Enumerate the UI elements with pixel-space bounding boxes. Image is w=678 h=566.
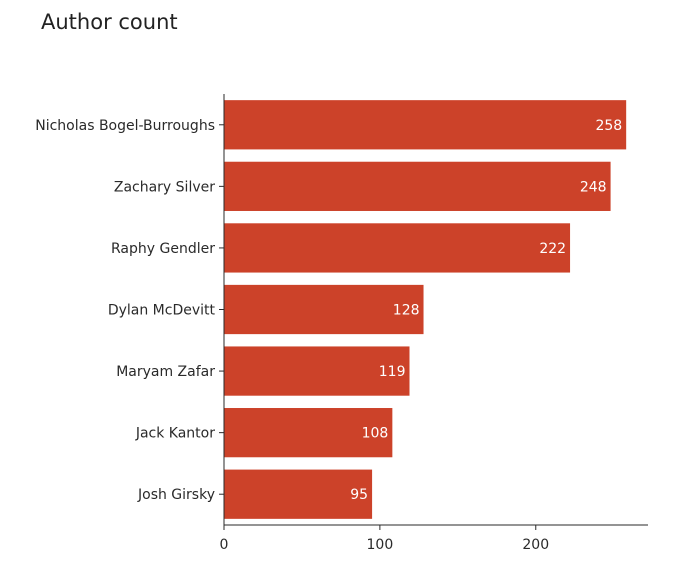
bar [224, 223, 571, 273]
bar-value-label: 95 [350, 487, 368, 503]
bar-value-label: 258 [595, 118, 622, 134]
y-tick-label: Zachary Silver [114, 179, 215, 195]
bar [224, 346, 410, 396]
bar-value-label: 248 [580, 179, 607, 195]
bar-value-label: 119 [379, 364, 406, 380]
bar-value-label: 222 [539, 241, 566, 257]
bar [224, 284, 424, 335]
y-tick-label: Dylan McDevitt [108, 303, 216, 319]
y-tick-label: Nicholas Bogel-Burroughs [35, 118, 215, 134]
x-tick-label: 200 [522, 537, 549, 553]
bar [224, 408, 393, 458]
y-tick-label: Jack Kantor [135, 426, 215, 442]
y-tick-label: Raphy Gendler [111, 241, 215, 257]
bar-value-label: 128 [393, 303, 420, 319]
x-axis: 0 100 200 [220, 524, 648, 553]
x-tick-label: 0 [220, 537, 229, 553]
bars-group: 258 248 222 128 119 108 95 [224, 100, 627, 519]
x-tick-label: 100 [367, 537, 394, 553]
y-tick-label: Josh Girsky [137, 487, 215, 503]
bar [224, 469, 373, 519]
chart-title: Author count [41, 10, 178, 34]
y-tick-label: Maryam Zafar [116, 364, 215, 380]
bar [224, 161, 611, 211]
y-axis: Nicholas Bogel-Burroughs Zachary Silver Ra… [35, 94, 225, 525]
bar [224, 100, 627, 150]
bar-value-label: 108 [362, 426, 389, 442]
